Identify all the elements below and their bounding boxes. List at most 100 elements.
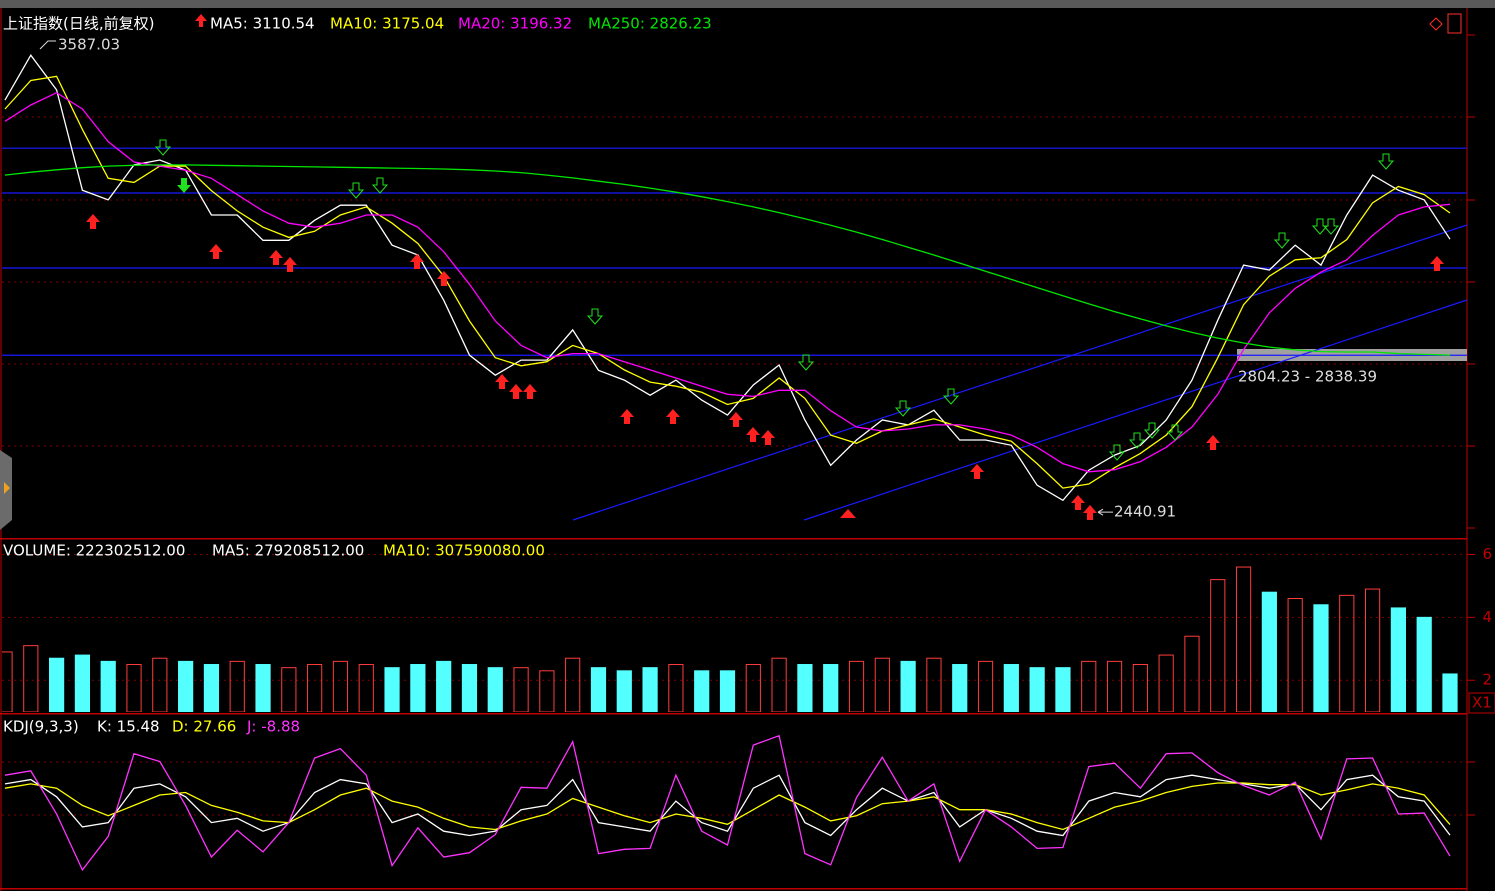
buy-signal [269, 250, 283, 265]
volume-bar [1055, 667, 1071, 712]
sell-signal [371, 177, 389, 194]
window-control[interactable] [1429, 17, 1443, 31]
buy-signal [283, 257, 297, 272]
sell-signal [347, 182, 365, 199]
sell-signal [1273, 232, 1291, 249]
volume-bar [797, 664, 813, 712]
buy-signal [509, 384, 523, 399]
low-label: 2440.91 [1114, 503, 1176, 521]
channel-line [803, 299, 1468, 521]
volume-bar [1029, 667, 1045, 712]
series-line [4, 91, 1451, 473]
sell-signal [1322, 218, 1340, 235]
volume-bar [642, 667, 658, 712]
legend-entry: MA5: 3110.54 [210, 15, 315, 33]
sell-signal [797, 354, 815, 371]
buy-signal [86, 214, 100, 229]
volume-bar [1442, 673, 1458, 712]
sell-signal [177, 178, 191, 193]
volume-bar [178, 660, 194, 712]
annotation-pointer [39, 40, 56, 50]
volume-bar [745, 664, 761, 712]
volume-bar [23, 645, 39, 712]
volume-bar [1106, 660, 1123, 712]
buy-signal [523, 384, 537, 399]
buy-signal [729, 412, 743, 427]
volume-bar [487, 667, 503, 712]
sell-signal [1108, 444, 1126, 461]
title-marker [195, 14, 207, 27]
buy-signal [1206, 435, 1220, 450]
volume-bar [255, 664, 271, 712]
volume-bar [771, 657, 787, 712]
buy-signal [666, 409, 680, 424]
volume-bar [1287, 597, 1303, 712]
sell-signal [1377, 153, 1395, 170]
volume-bar [1210, 579, 1226, 712]
y-tick-label: 2 [1482, 671, 1492, 689]
volume-bar [281, 667, 297, 712]
top-tab-strip[interactable] [0, 0, 1495, 8]
sell-signal [942, 388, 960, 405]
volume-bar [539, 670, 555, 712]
volume-bar [203, 664, 220, 712]
sell-signal [1166, 424, 1184, 441]
volume-bar [1132, 664, 1148, 712]
panel-divider [0, 538, 1467, 540]
sell-signal [586, 308, 604, 325]
volume-bar [1339, 594, 1355, 712]
volume-bar [694, 670, 710, 712]
volume-bar [1158, 654, 1174, 712]
series-line [4, 54, 1451, 502]
volume-bar [100, 660, 116, 712]
volume-bar [513, 667, 529, 712]
volume-bar [2, 651, 13, 712]
main-grid [2, 116, 1467, 816]
sell-signal [894, 400, 912, 417]
buy-signal [620, 409, 634, 424]
volume-bar [410, 664, 426, 712]
volume-bar [926, 657, 942, 712]
volume-bar [436, 660, 452, 712]
sell-signal [1128, 432, 1146, 449]
volume-bar [719, 670, 736, 712]
volume-bar [668, 664, 684, 712]
volume-bar [874, 657, 890, 712]
toggle-arrow [4, 482, 10, 494]
volume-bar [900, 660, 916, 712]
legend-entry: D: 27.66 [172, 718, 236, 736]
legend-entry: MA20: 3196.32 [458, 15, 572, 33]
volume-bar [1364, 588, 1381, 712]
buy-signal [209, 244, 223, 259]
volume-bar [565, 657, 581, 712]
buy-signal [746, 427, 760, 442]
volume-bar [1003, 664, 1019, 712]
volume-bar [332, 660, 349, 712]
buy-signal [495, 374, 509, 389]
kdj-title: KDJ(9,3,3) [3, 718, 79, 736]
sell-signal [154, 139, 172, 156]
panel-divider [0, 713, 1467, 715]
legend-entry: MA5: 279208512.00 [212, 542, 364, 560]
y-tick-label: 4 [1482, 608, 1492, 626]
volume-bar [229, 660, 245, 712]
buy-signal [1071, 495, 1085, 510]
series-line [4, 774, 1451, 837]
volume-bar [823, 664, 839, 712]
volume-bar [1390, 607, 1406, 712]
annotation-pointer [1097, 508, 1113, 516]
volume-bar [952, 664, 968, 712]
chart-title: 上证指数(日线,前复权) [3, 15, 154, 33]
window-control[interactable] [1447, 13, 1462, 34]
volume-bar [1081, 660, 1097, 712]
right-ticks [1467, 34, 1475, 816]
volume-bar [461, 664, 478, 712]
buy-signal [970, 464, 984, 479]
volume-bar [74, 654, 91, 712]
buy-signal [410, 254, 424, 269]
legend-entry: MA10: 3175.04 [330, 15, 444, 33]
buy-signal [840, 509, 856, 518]
buy-signal [1083, 505, 1097, 520]
